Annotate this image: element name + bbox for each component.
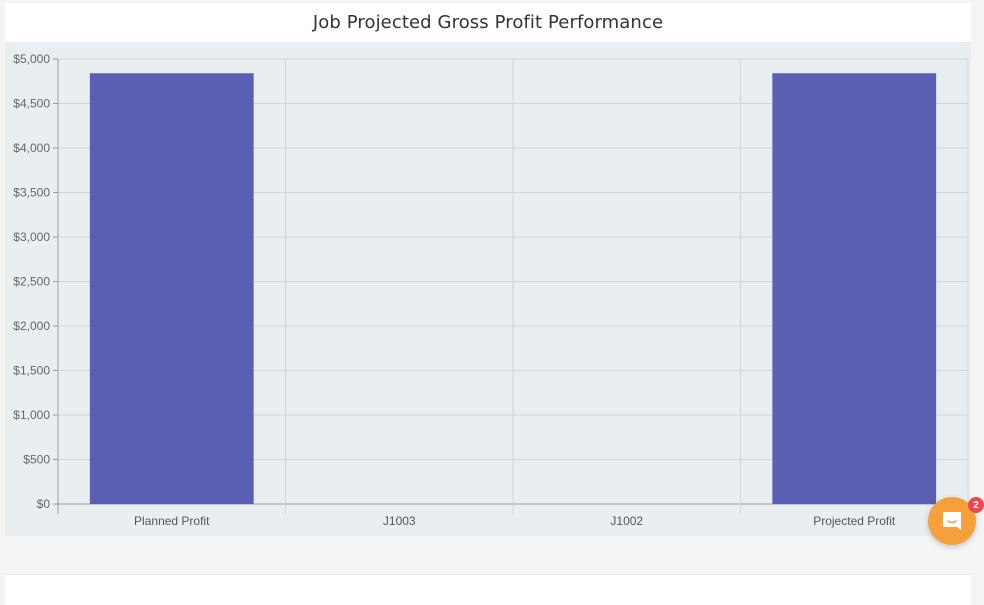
y-tick-label: $1,000: [13, 408, 50, 422]
y-tick-label: $4,500: [13, 97, 50, 111]
x-tick-label: J1002: [610, 514, 643, 528]
chat-bubble-icon: [943, 512, 961, 530]
y-tick-label: $5,000: [13, 52, 50, 66]
bar-chart: $0 $500 $1,000 $1,500 $2,000 $2,500 $3,000 $3,5…: [13, 52, 969, 528]
chart-title: Job Projected Gross Profit Performance: [312, 12, 664, 33]
bar: [772, 73, 937, 505]
chart-card-header: Job Projected Gross Profit Performance: [5, 3, 971, 42]
y-tick-label: $3,000: [13, 230, 50, 244]
chart-panel: $0 $500 $1,000 $1,500 $2,000 $2,500 $3,000 $3,5…: [5, 42, 971, 536]
x-tick-label: Projected Profit: [813, 514, 896, 528]
x-tick-label: J1003: [383, 514, 416, 528]
y-tick-label: $2,000: [13, 319, 50, 333]
y-tick-label: $3,500: [13, 186, 50, 200]
y-tick-label: $500: [23, 453, 50, 467]
y-tick-label: $1,500: [13, 364, 50, 378]
y-tick-label: $2,500: [13, 275, 50, 289]
y-tick-label: $4,000: [13, 141, 50, 155]
x-tick-label: Planned Profit: [134, 514, 210, 528]
y-tick-label: $0: [37, 497, 51, 511]
bar: [89, 73, 254, 505]
chat-notification-badge: 2: [968, 497, 984, 513]
next-card: [5, 574, 971, 605]
